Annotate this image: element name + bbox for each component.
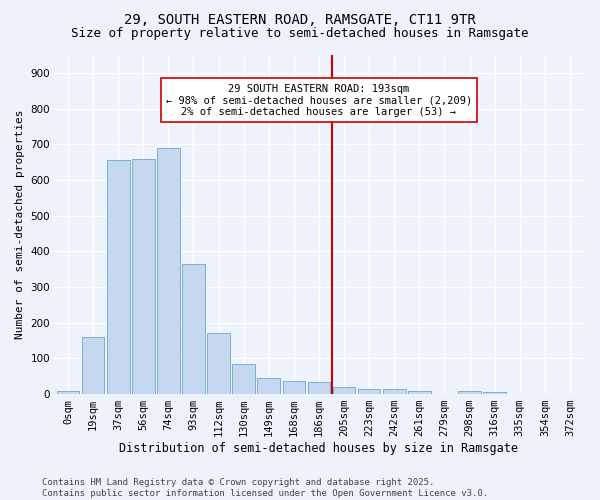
- Bar: [107, 160, 130, 394]
- Bar: [82, 337, 104, 394]
- Bar: [57, 391, 79, 394]
- Bar: [308, 382, 330, 394]
- Bar: [358, 388, 380, 394]
- Bar: [132, 158, 155, 394]
- Bar: [157, 148, 179, 394]
- Bar: [333, 387, 355, 394]
- Text: Contains HM Land Registry data © Crown copyright and database right 2025.
Contai: Contains HM Land Registry data © Crown c…: [42, 478, 488, 498]
- Bar: [257, 378, 280, 394]
- Bar: [232, 364, 255, 394]
- Bar: [283, 380, 305, 394]
- Bar: [484, 392, 506, 394]
- Bar: [208, 334, 230, 394]
- Text: 29 SOUTH EASTERN ROAD: 193sqm
← 98% of semi-detached houses are smaller (2,209)
: 29 SOUTH EASTERN ROAD: 193sqm ← 98% of s…: [166, 84, 472, 117]
- Y-axis label: Number of semi-detached properties: Number of semi-detached properties: [15, 110, 25, 340]
- Text: Size of property relative to semi-detached houses in Ramsgate: Size of property relative to semi-detach…: [71, 28, 529, 40]
- Text: 29, SOUTH EASTERN ROAD, RAMSGATE, CT11 9TR: 29, SOUTH EASTERN ROAD, RAMSGATE, CT11 9…: [124, 12, 476, 26]
- Bar: [458, 390, 481, 394]
- X-axis label: Distribution of semi-detached houses by size in Ramsgate: Distribution of semi-detached houses by …: [119, 442, 518, 455]
- Bar: [182, 264, 205, 394]
- Bar: [383, 390, 406, 394]
- Bar: [408, 390, 431, 394]
